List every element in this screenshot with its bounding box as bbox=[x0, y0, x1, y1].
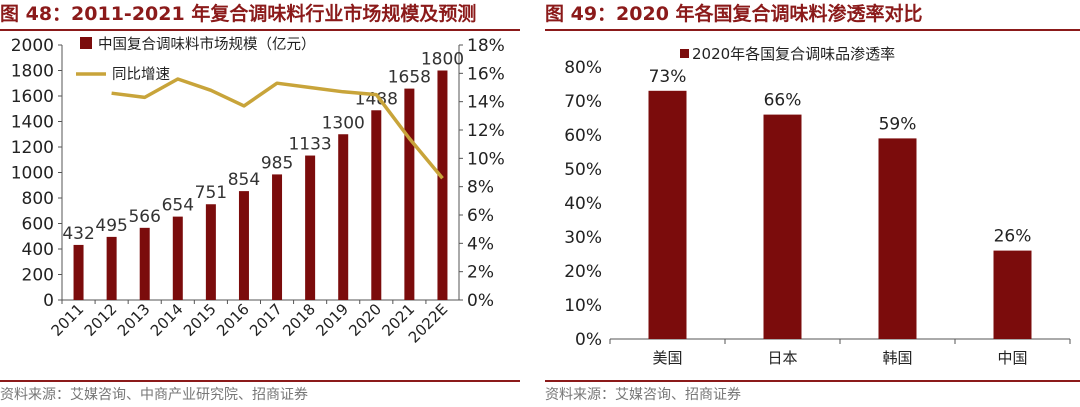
penetration-bar bbox=[648, 90, 687, 339]
y-tick-label: 10% bbox=[564, 296, 602, 316]
bar-value-label: 1658 bbox=[388, 68, 431, 88]
y-tick-label: 40% bbox=[564, 194, 602, 214]
market-size-chart: 0 200 400 600 800 1000 1200 1400 1600 1800 2000 0% 2… bbox=[11, 35, 505, 347]
market-size-bar bbox=[172, 216, 183, 300]
x-tick-label: 2012 bbox=[81, 300, 121, 340]
y-tick-label: 50% bbox=[564, 160, 602, 180]
y-tick-label-right: 8% bbox=[467, 178, 494, 198]
bar-value-label: 854 bbox=[228, 170, 260, 190]
market-size-bar bbox=[272, 174, 283, 300]
y-tick-label-left: 1600 bbox=[11, 87, 54, 107]
bar-value-label: 59% bbox=[879, 114, 917, 134]
y-tick-label: 30% bbox=[564, 228, 602, 248]
y-tick-label-left: 400 bbox=[22, 240, 54, 260]
bar-value-label: 985 bbox=[261, 153, 293, 173]
legend-line-label: 同比增速 bbox=[112, 66, 170, 83]
left-figure-panel: 图 48：2011-2021 年复合调味料行业市场规模及预测 0 200 400 60… bbox=[0, 0, 520, 407]
bar-value-label: 566 bbox=[128, 207, 160, 227]
x-tick-label: 2013 bbox=[114, 300, 154, 340]
bar-value-label: 1133 bbox=[288, 135, 331, 155]
y-tick-label: 60% bbox=[564, 126, 602, 146]
x-tick-label: 2020 bbox=[345, 300, 385, 340]
market-size-bar bbox=[338, 134, 349, 300]
y-tick-label-right: 2% bbox=[467, 263, 494, 283]
market-size-bar bbox=[371, 110, 382, 300]
y-tick-label-right: 6% bbox=[467, 206, 494, 226]
x-tick-label: 中国 bbox=[997, 349, 1027, 367]
y-tick-label-right: 18% bbox=[467, 36, 505, 56]
penetration-bar bbox=[763, 114, 802, 339]
bar-value-label: 432 bbox=[62, 224, 94, 244]
x-tick-label: 2016 bbox=[213, 300, 253, 340]
market-size-bar bbox=[205, 204, 216, 300]
y-tick-label-left: 800 bbox=[22, 189, 54, 209]
left-source-rule bbox=[0, 380, 520, 382]
bar-value-label: 66% bbox=[764, 91, 802, 111]
y-tick-label-right: 12% bbox=[467, 121, 505, 141]
bar-value-label: 1800 bbox=[421, 50, 464, 70]
growth-rate-line bbox=[111, 77, 444, 180]
legend-label: 2020年各国复合调味品渗透率 bbox=[692, 45, 895, 63]
bar-value-label: 26% bbox=[994, 227, 1032, 247]
y-tick-label-left: 1800 bbox=[11, 62, 54, 82]
y-tick-label-right: 10% bbox=[467, 149, 505, 169]
right-title-rule bbox=[545, 29, 1080, 31]
right-source-note: 资料来源：艾媒咨询、招商证券 bbox=[545, 387, 741, 403]
bar-value-label: 73% bbox=[649, 67, 687, 87]
left-title-rule bbox=[0, 29, 520, 31]
x-tick-label: 2015 bbox=[180, 300, 220, 340]
bar-value-label: 654 bbox=[162, 196, 194, 216]
right-figure-title: 图 49：2020 年各国复合调味料渗透率对比 bbox=[545, 3, 923, 25]
y-tick-label: 70% bbox=[564, 92, 602, 112]
y-tick-label-left: 1000 bbox=[11, 164, 54, 184]
y-tick-label-right: 4% bbox=[467, 234, 494, 254]
y-tick-label: 80% bbox=[564, 58, 602, 78]
bar-value-label: 1300 bbox=[322, 113, 365, 133]
y-tick-label-left: 1400 bbox=[11, 113, 54, 133]
market-size-bar bbox=[437, 70, 448, 300]
legend-bar-swatch bbox=[80, 37, 92, 49]
market-size-bar bbox=[238, 191, 249, 300]
x-tick-label: 日本 bbox=[767, 349, 797, 367]
bar-value-label: 751 bbox=[195, 183, 227, 203]
y-tick-label-left: 600 bbox=[22, 215, 54, 235]
market-size-bar bbox=[305, 155, 316, 300]
y-tick-label: 20% bbox=[564, 262, 602, 282]
penetration-chart: 0% 10% 20% 30% 40% 50% 60% 70% 80% 73% 美国 66% 日本 59% 韩… bbox=[564, 45, 1071, 367]
bar-value-label: 495 bbox=[95, 216, 127, 236]
y-tick-label-left: 200 bbox=[22, 266, 54, 286]
x-tick-label: 2017 bbox=[246, 300, 286, 340]
penetration-bar bbox=[878, 138, 917, 339]
market-size-bar bbox=[139, 227, 150, 300]
left-source-note: 资料来源：艾媒咨询、中商产业研究院、招商证券 bbox=[0, 387, 308, 403]
legend-bar-label: 中国复合调味料市场规模（亿元） bbox=[98, 35, 316, 53]
right-source-rule bbox=[545, 380, 1080, 382]
y-tick-label-right: 14% bbox=[467, 93, 505, 113]
market-size-bar bbox=[404, 88, 415, 300]
right-figure-panel: 图 49：2020 年各国复合调味料渗透率对比 0% 10% 20% 30% 40% 50… bbox=[545, 0, 1080, 407]
x-tick-label: 2014 bbox=[147, 300, 187, 340]
x-tick-label: 美国 bbox=[652, 349, 682, 367]
x-tick-label: 韩国 bbox=[882, 349, 912, 367]
y-tick-label-left: 1200 bbox=[11, 138, 54, 158]
y-tick-label: 0% bbox=[575, 330, 602, 350]
market-size-bar bbox=[106, 236, 117, 300]
y-tick-label-left: 2000 bbox=[11, 36, 54, 56]
legend-swatch bbox=[680, 49, 689, 58]
penetration-bar bbox=[993, 250, 1032, 339]
x-tick-label: 2019 bbox=[312, 300, 352, 340]
y-tick-label-right: 0% bbox=[467, 291, 494, 311]
x-tick-label: 2018 bbox=[279, 300, 319, 340]
y-tick-label-right: 16% bbox=[467, 64, 505, 84]
left-figure-title: 图 48：2011-2021 年复合调味料行业市场规模及预测 bbox=[0, 3, 477, 25]
y-tick-label-left: 0 bbox=[43, 291, 54, 311]
market-size-bar bbox=[73, 244, 84, 300]
